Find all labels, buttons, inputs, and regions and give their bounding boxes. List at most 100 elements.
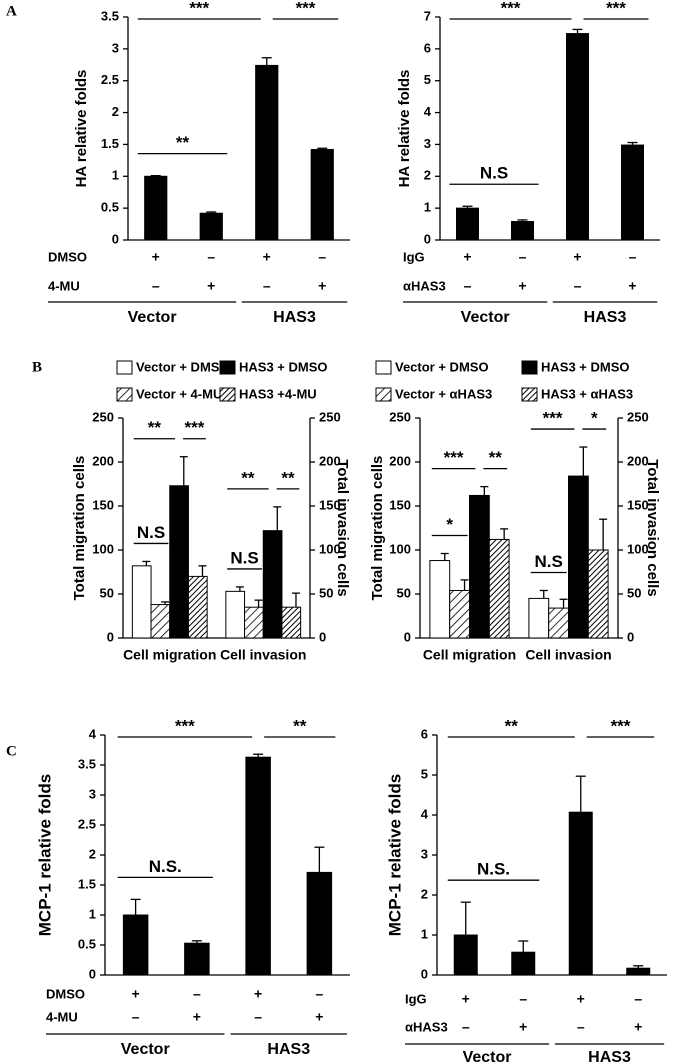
group-label: HAS3 (267, 1041, 310, 1058)
x-tick-label: Cell migration (123, 647, 216, 663)
y-tick-label: 150 (92, 497, 114, 512)
y-tick-label: 0 (404, 629, 411, 644)
legend-swatch (521, 360, 538, 375)
legend-label: Vector + 4-MU (136, 386, 222, 401)
row-label: 4-MU (48, 278, 80, 293)
y-tick-label: 4 (421, 806, 429, 821)
significance-label: N.S. (477, 860, 510, 879)
treatment-mark: + (318, 278, 326, 294)
y-tick-label: 3.5 (78, 756, 96, 771)
significance-label: *** (444, 448, 464, 467)
legend-label: HAS3 +4-MU (239, 386, 317, 401)
y-axis-label: MCP-1 relative folds (35, 774, 54, 937)
y-tick-label: 1 (112, 168, 119, 183)
y-tick-label: 4 (424, 104, 432, 119)
treatment-mark: – (634, 991, 642, 1007)
y-tick-label: 3 (421, 846, 428, 861)
treatment-mark: – (577, 1019, 585, 1035)
y-tick-label: 0 (107, 629, 114, 644)
y-tick-label: 5 (421, 766, 428, 781)
y-tick-label: 6 (421, 726, 428, 741)
legend-label: HAS3 + αHAS3 (541, 386, 633, 401)
treatment-mark: – (207, 249, 215, 265)
bar (449, 589, 471, 639)
bar (199, 212, 223, 241)
y-tick-label: 1.5 (101, 136, 119, 151)
significance-label: * (591, 409, 598, 428)
y-tick-label: 50 (397, 585, 411, 600)
group-label: HAS3 (273, 309, 316, 326)
bar (245, 756, 271, 976)
bar (587, 549, 609, 639)
significance-label: *** (185, 418, 205, 437)
bar (511, 951, 536, 976)
treatment-mark: – (193, 986, 201, 1002)
row-label: αHAS3 (405, 1019, 448, 1034)
treatment-mark: + (315, 1009, 323, 1025)
significance-label: N.S (230, 548, 258, 567)
treatment-mark: + (463, 249, 471, 265)
y-tick-label: 2.5 (101, 72, 119, 87)
y-tick-label: 200 (92, 453, 114, 468)
legend-swatch (375, 360, 392, 375)
treatment-mark: – (462, 1019, 470, 1035)
bar (488, 538, 510, 639)
y-tick-label: 50 (100, 585, 114, 600)
treatment-mark: + (628, 278, 636, 294)
bar (469, 494, 490, 639)
bar (310, 149, 334, 241)
legend-swatch (116, 360, 133, 375)
group-label: Vector (128, 309, 177, 326)
bar (122, 914, 149, 976)
significance-label: ** (148, 418, 162, 437)
row-label: IgG (405, 991, 427, 1006)
legend-label: HAS3 + DMSO (239, 359, 328, 374)
significance-label: ** (505, 716, 519, 735)
significance-label: *** (501, 0, 521, 17)
y-tick-label: 0 (112, 231, 119, 246)
treatment-mark: – (519, 249, 527, 265)
significance-label: * (446, 515, 453, 534)
treatment-mark: + (518, 278, 526, 294)
y-tick-label: 100 (627, 541, 649, 556)
y-tick-label: 7 (424, 8, 431, 23)
y-tick-label: 3 (112, 40, 119, 55)
y-tick-label: 0.5 (78, 936, 96, 951)
significance-label: *** (543, 409, 563, 428)
y-axis-label: HA relative folds (396, 70, 413, 188)
row-label: DMSO (46, 986, 85, 1001)
legend-label: Vector + DMSO (136, 359, 230, 374)
group-label: HAS3 (588, 1049, 631, 1064)
bar (244, 606, 264, 639)
group-label: Vector (463, 1049, 512, 1064)
y-tick-label: 6 (424, 40, 431, 55)
legend-swatch (521, 387, 538, 402)
treatment-mark: – (464, 278, 472, 294)
bar (281, 606, 302, 639)
y-tick-label: 4 (89, 726, 97, 741)
significance-label: N.S (535, 552, 563, 571)
group-label: Vector (461, 309, 510, 326)
y-tick-label: 150 (627, 497, 649, 512)
treatment-mark: + (254, 986, 262, 1002)
legend-label: Vector + αHAS3 (395, 386, 492, 401)
y-tick-label: 5 (424, 72, 431, 87)
significance-label: ** (293, 716, 307, 735)
row-label: DMSO (48, 249, 87, 264)
y-tick-label: 1 (424, 200, 431, 215)
bar (568, 475, 589, 639)
y-tick-label: 3 (89, 786, 96, 801)
y-tick-label: 2 (421, 886, 428, 901)
y-tick-label: 250 (389, 409, 411, 424)
bar (144, 175, 168, 241)
treatment-mark: – (629, 249, 637, 265)
treatment-mark: + (519, 1019, 527, 1035)
treatment-mark: + (634, 1019, 642, 1035)
significance-label: ** (176, 133, 190, 152)
y-tick-label: 200 (319, 453, 341, 468)
bar (306, 871, 333, 976)
significance-label: ** (241, 468, 255, 487)
bar (626, 967, 651, 976)
y-tick-label: 1 (421, 926, 428, 941)
y-tick-label: 50 (627, 585, 641, 600)
